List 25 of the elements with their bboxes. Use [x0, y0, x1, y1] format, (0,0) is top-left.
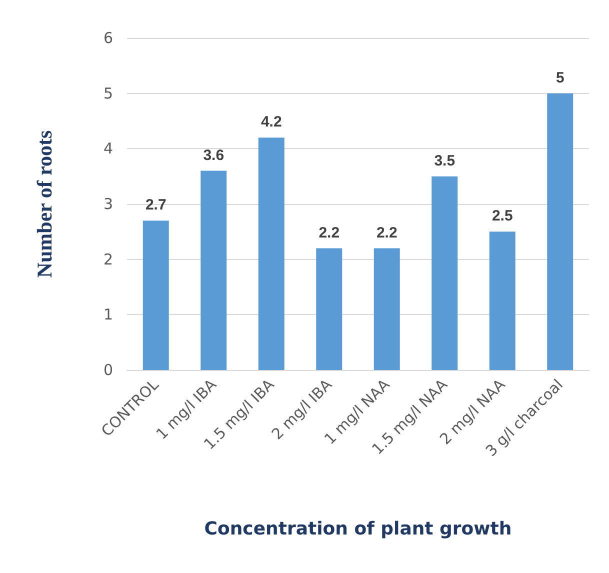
bar — [258, 138, 284, 370]
data-label: 3.5 — [434, 152, 456, 170]
bar — [547, 93, 574, 370]
bar — [142, 220, 169, 370]
y-tick-label: 2 — [103, 250, 113, 268]
data-label: 2.5 — [492, 208, 513, 225]
bar — [432, 176, 458, 370]
bar — [316, 248, 342, 370]
x-axis-title: Concentration of plant growth — [204, 518, 512, 540]
y-tick-label: 3 — [103, 195, 113, 213]
data-label: 2.7 — [145, 196, 166, 214]
y-tick-label: 1 — [103, 306, 113, 324]
y-tick-label: 5 — [103, 84, 113, 102]
bar — [489, 232, 516, 370]
data-label: 5 — [556, 69, 564, 86]
data-label: 2.2 — [376, 224, 398, 242]
bar — [200, 170, 227, 370]
data-label: 3.6 — [203, 146, 224, 164]
data-label: 4.2 — [260, 114, 282, 131]
y-tick-label: 0 — [103, 361, 113, 379]
y-tick-label: 6 — [103, 29, 113, 47]
y-axis-title: Number of roots — [32, 130, 56, 278]
bar — [374, 248, 400, 370]
y-tick-label: 4 — [103, 140, 113, 158]
data-label: 2.2 — [318, 224, 340, 242]
